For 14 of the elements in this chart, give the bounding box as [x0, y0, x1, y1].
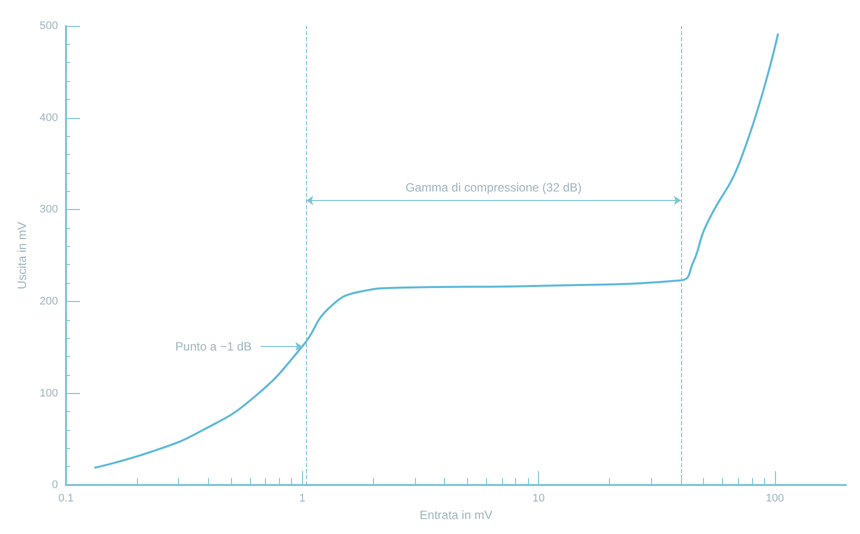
- x-tick-label: 1: [299, 492, 306, 505]
- y-tick-label: 200: [40, 295, 58, 308]
- y-axis-title: Uscita in mV: [15, 222, 29, 290]
- y-tick-label: 100: [40, 387, 58, 400]
- annotation: Punto a −1 dB: [175, 339, 252, 354]
- y-tick-label: 0: [52, 479, 58, 492]
- annotation: Gamma di compressione (32 dB): [406, 180, 582, 194]
- y-tick-label: 400: [40, 112, 58, 124]
- x-axis-title: Entrata in mV: [420, 508, 492, 522]
- y-tick-label: 500: [40, 20, 58, 32]
- x-tick-label: 0.1: [58, 492, 74, 505]
- y-tick-label: 300: [40, 204, 58, 216]
- x-tick-label: 100: [766, 492, 784, 505]
- x-tick-label: 10: [532, 492, 545, 505]
